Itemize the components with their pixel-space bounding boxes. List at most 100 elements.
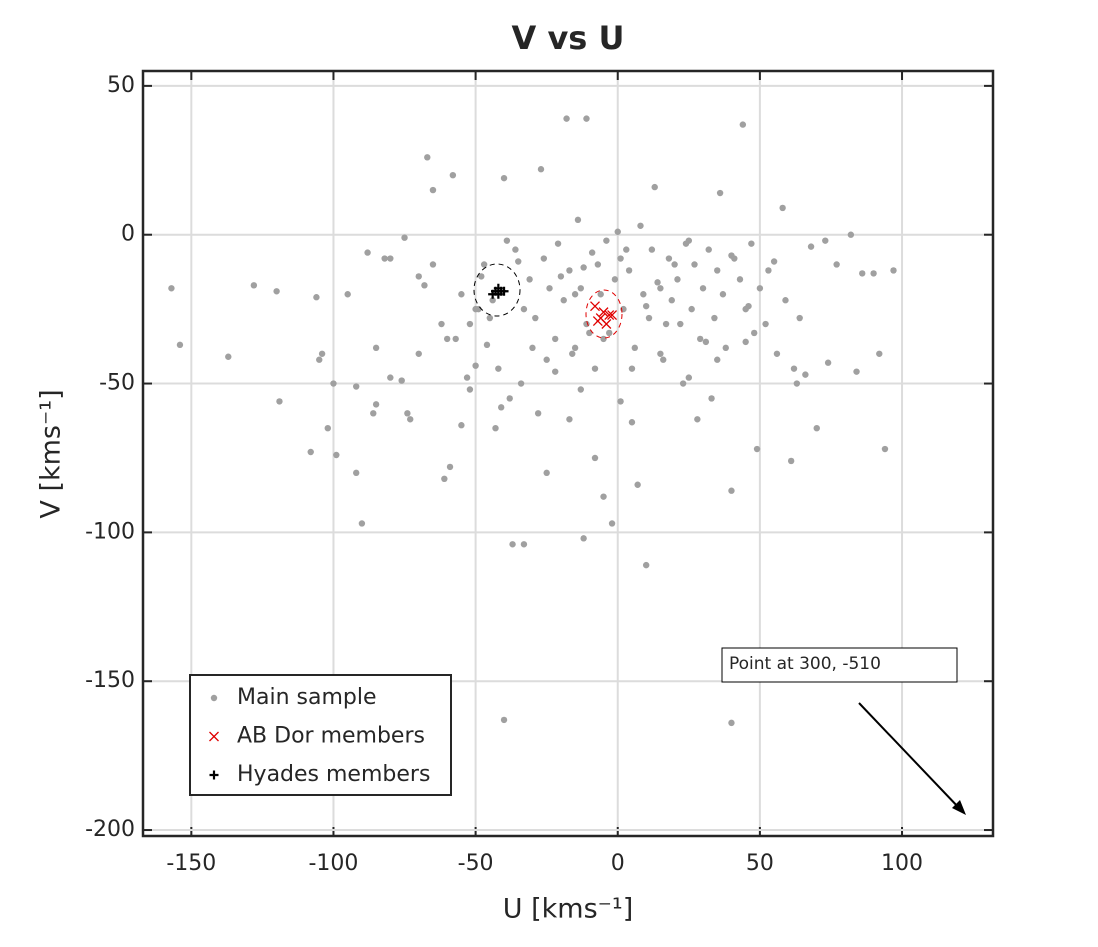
point bbox=[637, 222, 644, 229]
point bbox=[176, 341, 184, 349]
point bbox=[714, 356, 721, 363]
point bbox=[782, 297, 789, 304]
point bbox=[833, 261, 840, 268]
point bbox=[691, 261, 698, 268]
point bbox=[387, 255, 394, 262]
point bbox=[495, 365, 502, 372]
point bbox=[716, 189, 724, 197]
point bbox=[802, 371, 809, 378]
point bbox=[316, 356, 323, 363]
point bbox=[415, 273, 422, 280]
point bbox=[793, 380, 801, 387]
point bbox=[506, 395, 513, 402]
point bbox=[728, 487, 735, 494]
point bbox=[591, 365, 599, 372]
point bbox=[168, 285, 175, 292]
point bbox=[642, 561, 650, 569]
legend-label: Main sample bbox=[237, 685, 377, 710]
point bbox=[552, 368, 559, 375]
point bbox=[601, 319, 612, 329]
point bbox=[372, 401, 380, 408]
point bbox=[330, 380, 337, 387]
point bbox=[429, 186, 437, 194]
point bbox=[607, 310, 618, 321]
point bbox=[631, 344, 639, 352]
point bbox=[592, 316, 603, 326]
point bbox=[824, 359, 832, 366]
point bbox=[543, 469, 550, 477]
point bbox=[466, 320, 474, 328]
point bbox=[520, 541, 528, 548]
point bbox=[773, 350, 781, 357]
point bbox=[731, 255, 738, 262]
point bbox=[590, 301, 600, 312]
y-axis-label: V [kms⁻¹] bbox=[36, 389, 67, 518]
annotation-box bbox=[721, 647, 958, 683]
point bbox=[742, 338, 749, 346]
point bbox=[486, 314, 494, 322]
point bbox=[694, 416, 701, 423]
point bbox=[381, 255, 388, 262]
point bbox=[489, 297, 496, 304]
point bbox=[608, 520, 616, 527]
point bbox=[540, 255, 548, 262]
point bbox=[546, 285, 553, 292]
point bbox=[537, 166, 545, 173]
point bbox=[594, 261, 602, 268]
point bbox=[324, 424, 331, 432]
point bbox=[714, 267, 721, 274]
point bbox=[679, 380, 687, 387]
point bbox=[566, 267, 573, 274]
annotation-text: Point at 300, -510 bbox=[729, 654, 881, 674]
point bbox=[492, 424, 499, 432]
point bbox=[517, 380, 525, 387]
point bbox=[458, 291, 465, 298]
point bbox=[765, 267, 772, 274]
point bbox=[580, 535, 587, 542]
point bbox=[532, 314, 539, 322]
point bbox=[552, 335, 559, 343]
point bbox=[543, 356, 550, 363]
point bbox=[736, 276, 744, 283]
point bbox=[333, 451, 340, 459]
point bbox=[688, 305, 695, 313]
y-tick-label: -100 bbox=[85, 519, 135, 544]
point bbox=[398, 377, 405, 384]
point bbox=[606, 329, 613, 337]
point bbox=[441, 475, 448, 483]
point bbox=[642, 302, 650, 310]
point bbox=[443, 335, 451, 343]
point bbox=[779, 204, 786, 212]
point bbox=[421, 282, 428, 289]
point bbox=[438, 320, 445, 328]
point bbox=[600, 493, 607, 500]
legend-label: Hyades members bbox=[237, 762, 430, 787]
point bbox=[640, 291, 647, 298]
x-tick-label: 50 bbox=[746, 851, 774, 876]
point bbox=[770, 258, 778, 265]
point bbox=[668, 297, 675, 304]
legend-marker bbox=[210, 694, 218, 702]
point bbox=[890, 267, 897, 274]
point bbox=[276, 398, 283, 405]
point bbox=[520, 305, 528, 313]
point bbox=[483, 341, 491, 349]
point bbox=[429, 261, 437, 268]
x-tick-label: 0 bbox=[611, 851, 625, 876]
point bbox=[500, 174, 508, 182]
y-tick-label: -50 bbox=[99, 371, 135, 396]
point bbox=[657, 350, 664, 357]
point bbox=[318, 350, 326, 357]
point bbox=[387, 374, 394, 381]
y-tick-label: -150 bbox=[85, 668, 135, 693]
y-tick-label: 0 bbox=[121, 222, 135, 247]
abdor-circle bbox=[585, 289, 623, 339]
point bbox=[499, 286, 509, 296]
legend-box bbox=[189, 674, 452, 796]
point bbox=[554, 240, 562, 247]
point bbox=[753, 445, 761, 453]
point bbox=[577, 386, 584, 393]
point bbox=[665, 255, 673, 262]
point bbox=[566, 416, 573, 423]
point bbox=[711, 314, 718, 322]
